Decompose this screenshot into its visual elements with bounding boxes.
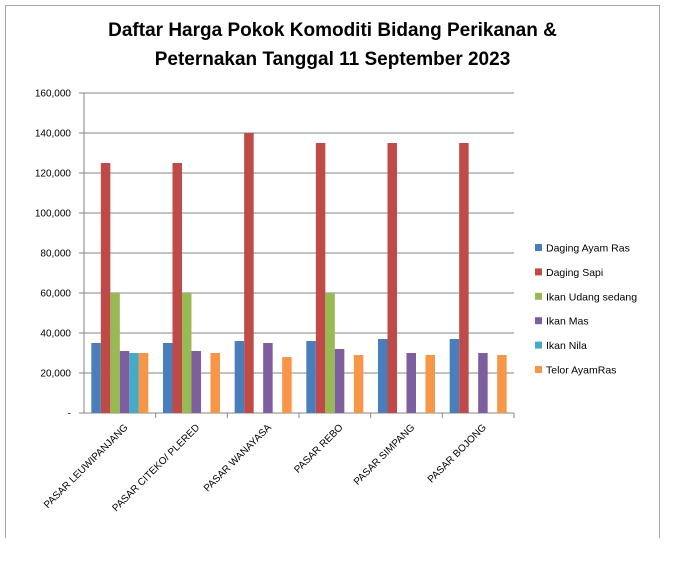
bar-daging-ayam-ras bbox=[234, 341, 245, 413]
x-tick-label: PASAR WANAYASA bbox=[202, 422, 274, 494]
legend-swatch bbox=[535, 268, 542, 276]
bar-ikan-udang-sedang bbox=[182, 293, 192, 413]
legend-swatch bbox=[535, 292, 542, 300]
bar-daging-ayam-ras bbox=[378, 339, 388, 413]
bar-telor-ayamras bbox=[497, 355, 507, 413]
chart-title-line-2: Peternakan Tanggal 11 September 2023 bbox=[154, 49, 511, 70]
bar-daging-sapi bbox=[315, 143, 326, 413]
bar-daging-ayam-ras bbox=[91, 343, 101, 413]
x-tick-label: PASAR BOJONG bbox=[426, 422, 489, 485]
bar-daging-ayam-ras bbox=[449, 339, 460, 413]
y-tick-label: 20,000 bbox=[40, 369, 71, 380]
legend-swatch bbox=[535, 366, 542, 373]
bar-daging-sapi bbox=[100, 163, 111, 413]
bar-telor-ayamras bbox=[353, 355, 364, 413]
bar-ikan-mas bbox=[478, 353, 488, 413]
y-tick-label: 140,000 bbox=[35, 129, 72, 140]
bar-telor-ayamras bbox=[282, 357, 292, 413]
legend-label: Ikan Nila bbox=[546, 340, 587, 352]
bar-daging-sapi bbox=[387, 143, 397, 413]
x-tick-label: PASAR LEUWIPANJANG bbox=[42, 422, 131, 511]
bar-ikan-mas bbox=[191, 351, 201, 413]
legend-label: Telor AyamRas bbox=[546, 365, 616, 377]
legend-label: Daging Ayam Ras bbox=[546, 243, 630, 255]
legend-label: Daging Sapi bbox=[546, 267, 603, 279]
chart-title: Daftar Harga Pokok Komoditi Bidang Perik… bbox=[0, 16, 665, 74]
y-tick-label: 40,000 bbox=[40, 329, 71, 340]
y-tick-label: 160,000 bbox=[35, 89, 72, 100]
y-tick-label: 120,000 bbox=[35, 169, 72, 180]
legend-swatch bbox=[535, 341, 542, 349]
bar-ikan-mas bbox=[406, 353, 416, 413]
legend-swatch bbox=[535, 317, 542, 325]
x-tick-label: PASAR SIMPANG bbox=[352, 422, 417, 487]
chart-title-line-1: Daftar Harga Pokok Komoditi Bidang Perik… bbox=[108, 20, 557, 41]
bar-telor-ayamras bbox=[138, 353, 149, 413]
bar-ikan-mas bbox=[334, 349, 345, 413]
bar-ikan-mas bbox=[119, 351, 130, 413]
y-tick-label: 60,000 bbox=[40, 289, 71, 300]
bar-telor-ayamras bbox=[425, 355, 435, 413]
bar-daging-ayam-ras bbox=[306, 341, 316, 413]
bar-daging-ayam-ras bbox=[163, 343, 173, 413]
bar-ikan-udang-sedang bbox=[325, 293, 335, 413]
y-tick-label: 100,000 bbox=[35, 209, 72, 220]
bar-daging-sapi bbox=[459, 143, 469, 413]
bar-ikan-udang-sedang bbox=[110, 293, 120, 413]
bar-ikan-mas bbox=[263, 343, 273, 413]
chart-frame bbox=[5, 5, 660, 538]
bar-telor-ayamras bbox=[210, 353, 220, 413]
y-tick-label: 80,000 bbox=[40, 249, 71, 260]
legend-label: Ikan Udang sedang bbox=[546, 291, 637, 303]
bar-daging-sapi bbox=[244, 133, 254, 413]
bar-ikan-nila bbox=[129, 353, 139, 413]
x-tick-label: PASAR REBO bbox=[292, 422, 345, 475]
legend-swatch bbox=[535, 244, 542, 251]
y-tick-label: - bbox=[68, 409, 71, 420]
legend-label: Ikan Mas bbox=[546, 316, 589, 328]
bar-daging-sapi bbox=[172, 163, 182, 413]
